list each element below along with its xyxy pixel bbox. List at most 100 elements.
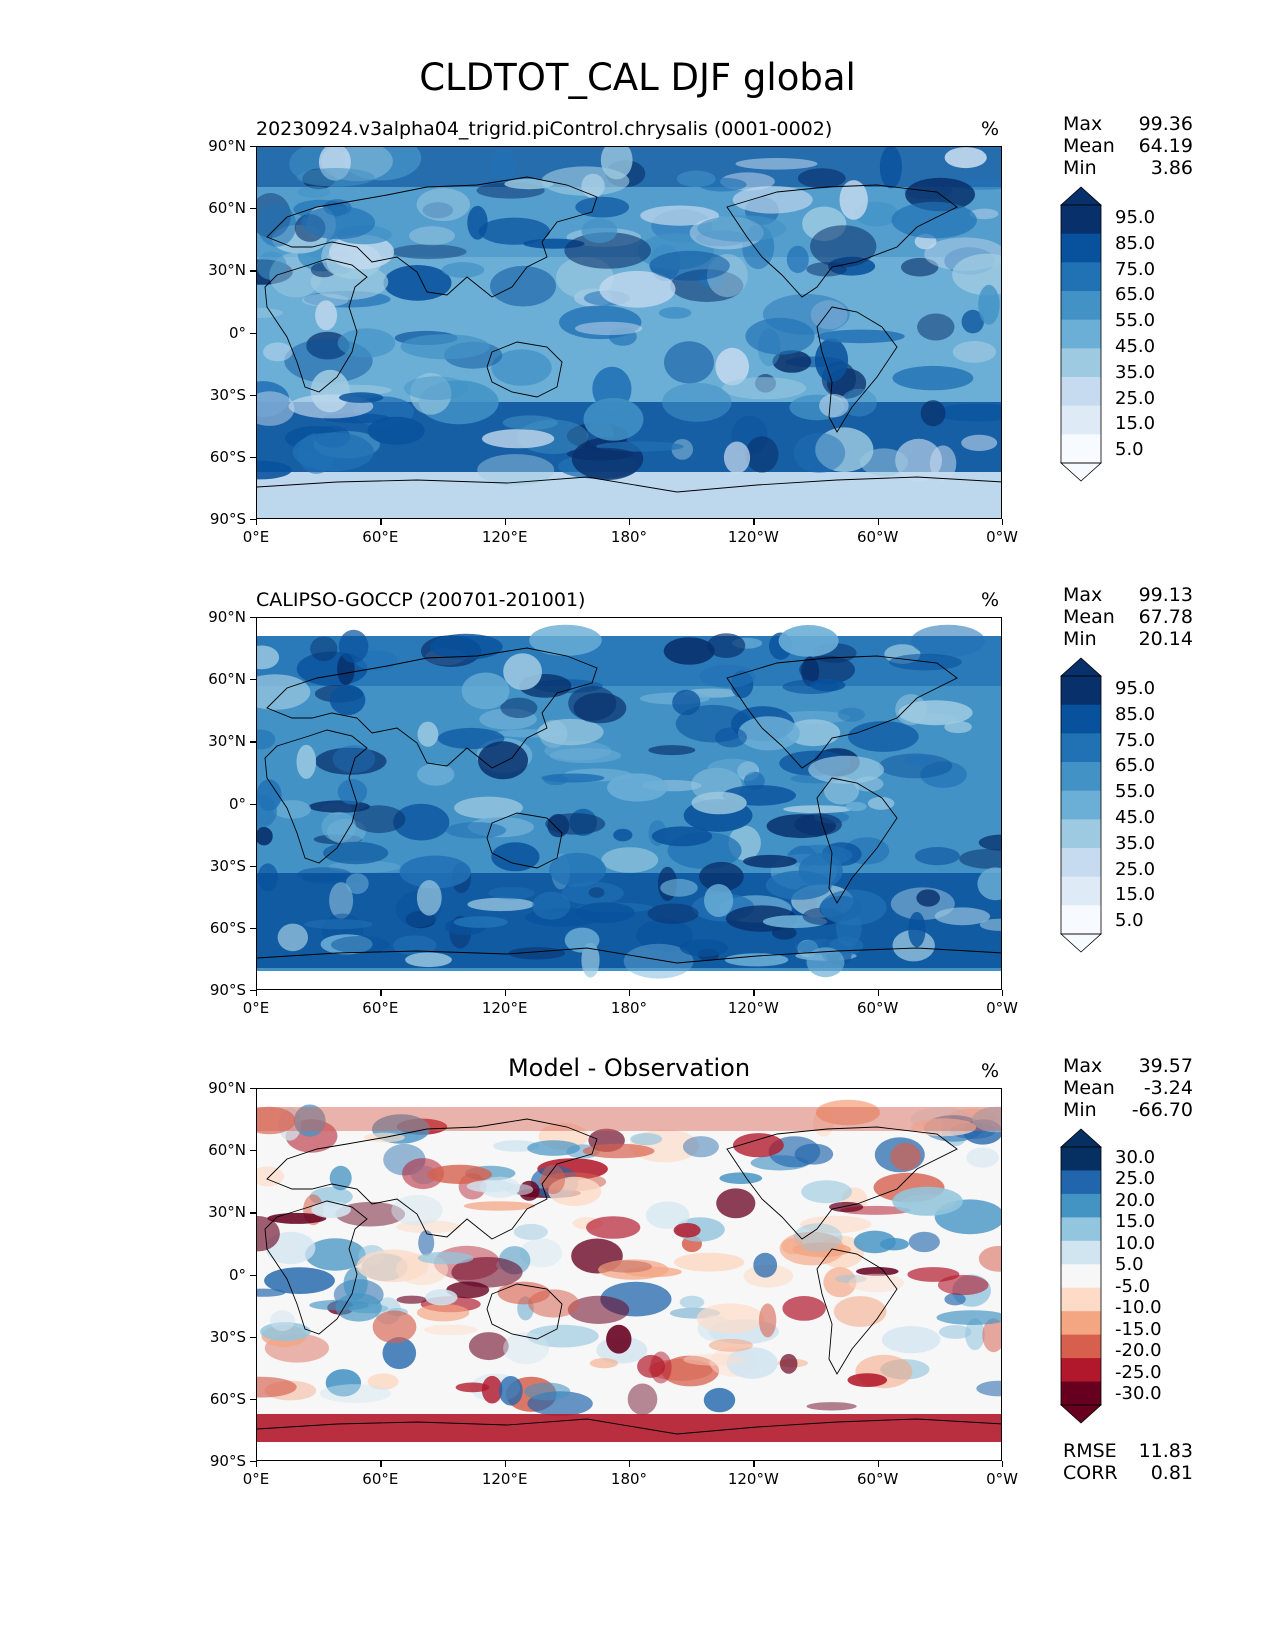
field-blob bbox=[810, 300, 848, 330]
field-blob bbox=[707, 758, 758, 778]
x-tick bbox=[1002, 519, 1004, 525]
field-blob bbox=[908, 911, 926, 948]
field-blob bbox=[575, 196, 630, 218]
colorbar-label: 55.0 bbox=[1115, 781, 1156, 803]
field-blob bbox=[311, 1201, 351, 1218]
coastline bbox=[266, 1118, 598, 1240]
coastline bbox=[257, 476, 1001, 493]
field-blob bbox=[810, 225, 877, 268]
stat-value: 39.57 bbox=[1138, 1055, 1193, 1077]
field-blob bbox=[468, 1332, 509, 1361]
field-blob bbox=[454, 796, 523, 819]
x-tick bbox=[1002, 990, 1004, 996]
field-blob bbox=[332, 745, 376, 773]
field-blob bbox=[794, 813, 842, 836]
field-band bbox=[257, 1414, 1001, 1442]
field-blob bbox=[848, 1273, 905, 1293]
coastline bbox=[486, 1283, 563, 1340]
y-tick bbox=[250, 990, 256, 992]
field-blob bbox=[599, 270, 676, 308]
stat-label: Min bbox=[1063, 1099, 1097, 1121]
stat-label: RMSE bbox=[1063, 1440, 1117, 1462]
field-blob bbox=[566, 447, 633, 461]
colorbar-segment bbox=[1061, 262, 1101, 292]
field-blob bbox=[782, 1296, 826, 1321]
field-blob bbox=[320, 934, 373, 955]
field-blob bbox=[488, 886, 535, 900]
field-blob bbox=[575, 321, 643, 336]
field-blob bbox=[527, 1140, 580, 1156]
colorbar-segment bbox=[1061, 848, 1101, 878]
field-blob bbox=[708, 1338, 753, 1352]
field-blob bbox=[735, 158, 818, 170]
y-tick-label: 30°S bbox=[209, 856, 246, 875]
y-tick bbox=[250, 1274, 256, 1276]
x-tick bbox=[504, 990, 506, 996]
colorbar-segment bbox=[1061, 676, 1101, 706]
colorbar-segment bbox=[1061, 348, 1101, 378]
x-tick-label: 0°E bbox=[242, 528, 270, 546]
field-blob bbox=[491, 349, 552, 386]
colorbar-label: 5.0 bbox=[1115, 439, 1144, 461]
field-blob bbox=[329, 684, 366, 716]
y-tick-label: 30°S bbox=[209, 1327, 246, 1346]
field-blob bbox=[544, 741, 612, 761]
x-tick bbox=[877, 1461, 879, 1467]
field-blob bbox=[490, 265, 556, 307]
field-blob bbox=[961, 434, 998, 451]
field-blob bbox=[867, 796, 895, 810]
coastline bbox=[257, 1418, 1001, 1435]
coastline bbox=[266, 647, 598, 769]
stat-row: CORR 0.81 bbox=[1063, 1462, 1193, 1484]
field-blob bbox=[257, 203, 297, 247]
x-tick bbox=[504, 1461, 506, 1467]
colorbar-label: 75.0 bbox=[1115, 729, 1156, 751]
field-blob bbox=[715, 347, 749, 386]
coastline bbox=[486, 812, 563, 869]
field-blob bbox=[772, 350, 812, 373]
x-tick-label: 0°E bbox=[242, 1470, 270, 1488]
field-blob bbox=[817, 329, 905, 344]
field-blob bbox=[498, 1376, 523, 1406]
field-blob bbox=[583, 397, 644, 441]
field-blob bbox=[793, 432, 846, 473]
field-blob bbox=[934, 907, 991, 926]
panel-title: Model - Observation bbox=[507, 1054, 751, 1082]
stat-value: 20.14 bbox=[1138, 628, 1193, 650]
field-blob bbox=[537, 718, 604, 746]
field-blob bbox=[272, 800, 312, 819]
stat-row: Mean -3.24 bbox=[1063, 1077, 1193, 1099]
x-tick-label: 0°E bbox=[242, 999, 270, 1017]
field-blob bbox=[978, 834, 1001, 851]
field-blob bbox=[356, 1249, 429, 1283]
field-blob bbox=[297, 186, 331, 198]
y-tick-label: 90°S bbox=[209, 1452, 246, 1470]
y-tick bbox=[250, 1088, 256, 1090]
colorbar-label: 30.0 bbox=[1115, 1146, 1156, 1168]
x-tick bbox=[877, 990, 879, 996]
field-blob bbox=[393, 803, 450, 841]
field-blob bbox=[339, 392, 384, 403]
field-blob bbox=[662, 382, 732, 422]
field-blob bbox=[277, 923, 308, 952]
x-tick bbox=[877, 519, 879, 525]
field-blob bbox=[810, 678, 846, 692]
colorbar-label: 15.0 bbox=[1115, 884, 1156, 906]
field-blob bbox=[427, 1164, 492, 1184]
field-blob bbox=[297, 168, 375, 187]
field-blob bbox=[637, 1354, 666, 1378]
y-tick bbox=[250, 146, 256, 148]
field-blob bbox=[588, 887, 605, 898]
field-blob bbox=[797, 168, 846, 189]
field-blob bbox=[778, 625, 839, 657]
field-blob bbox=[367, 1373, 399, 1390]
field-blob bbox=[526, 1324, 599, 1348]
field-blob bbox=[959, 848, 1001, 869]
y-tick-label: 30°S bbox=[209, 385, 246, 404]
field-blob bbox=[383, 265, 452, 301]
x-tick-label: 120°W bbox=[727, 528, 779, 546]
field-blob bbox=[623, 943, 694, 979]
field-blob bbox=[589, 1358, 618, 1369]
colorbar-extend-max bbox=[1060, 657, 1102, 677]
field-blob bbox=[707, 633, 746, 658]
